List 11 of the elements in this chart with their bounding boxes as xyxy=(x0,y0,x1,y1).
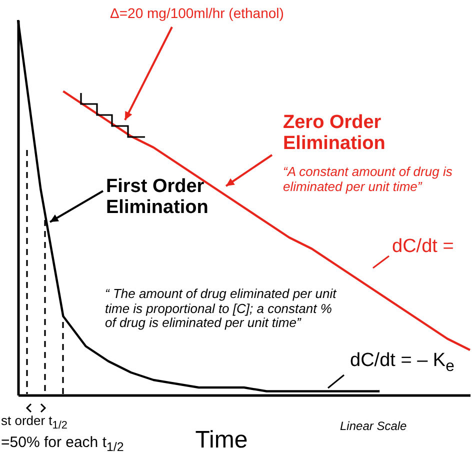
annotation: Δ=20 mg/100ml/hr (ethanol) xyxy=(110,5,284,22)
annotation: “ The amount of drug eliminated per unit time is proportional to [C]; a constant % of drug is eliminated per unit time” xyxy=(105,286,338,331)
x-axis-title: Time xyxy=(195,426,248,454)
annotation: First Order Elimination xyxy=(106,176,210,219)
annotation: dC/dt = xyxy=(392,236,454,258)
text: Linear Scale xyxy=(340,419,407,434)
annotation: “A constant amount of drug is eliminated per unit time” xyxy=(283,164,454,194)
annotation: Zero Order Elimination xyxy=(283,112,386,155)
annotation: dC/dt = – K$_{e}$ xyxy=(350,350,454,376)
text: st order t$_{1/2}$ xyxy=(1,413,68,432)
text: =50% for each t$_{1/2}$ xyxy=(1,434,124,454)
